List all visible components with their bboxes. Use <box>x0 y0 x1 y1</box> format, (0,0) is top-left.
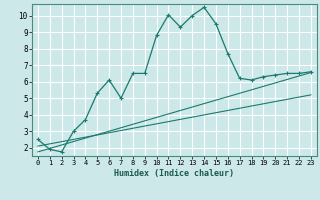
X-axis label: Humidex (Indice chaleur): Humidex (Indice chaleur) <box>115 169 234 178</box>
